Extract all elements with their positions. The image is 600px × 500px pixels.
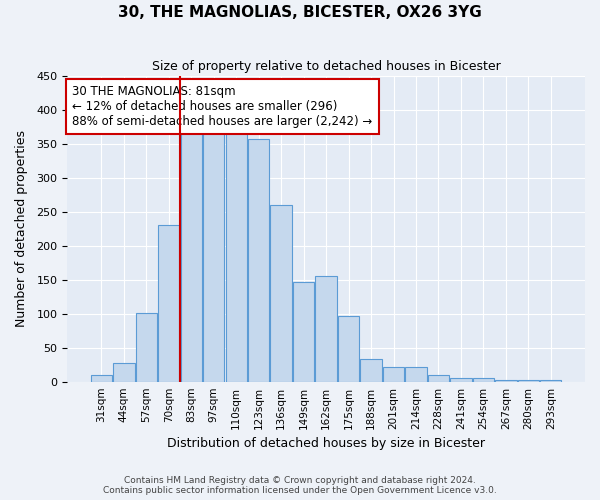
Title: Size of property relative to detached houses in Bicester: Size of property relative to detached ho… — [152, 60, 500, 73]
Bar — [113, 364, 134, 382]
Bar — [271, 205, 292, 382]
Bar — [293, 282, 314, 382]
Bar — [405, 366, 427, 382]
Bar — [158, 225, 179, 382]
Bar — [383, 366, 404, 382]
Bar — [473, 378, 494, 382]
Bar — [495, 380, 517, 382]
Bar — [540, 380, 562, 382]
Bar — [428, 375, 449, 382]
Bar — [361, 358, 382, 382]
Y-axis label: Number of detached properties: Number of detached properties — [15, 130, 28, 327]
X-axis label: Distribution of detached houses by size in Bicester: Distribution of detached houses by size … — [167, 437, 485, 450]
Bar — [338, 316, 359, 382]
Text: 30, THE MAGNOLIAS, BICESTER, OX26 3YG: 30, THE MAGNOLIAS, BICESTER, OX26 3YG — [118, 5, 482, 20]
Bar — [91, 375, 112, 382]
Bar — [248, 139, 269, 382]
Bar — [518, 380, 539, 382]
Text: 30 THE MAGNOLIAS: 81sqm
← 12% of detached houses are smaller (296)
88% of semi-d: 30 THE MAGNOLIAS: 81sqm ← 12% of detache… — [73, 84, 373, 128]
Bar — [136, 313, 157, 382]
Bar — [203, 130, 224, 382]
Bar — [226, 126, 247, 382]
Bar — [181, 134, 202, 382]
Text: Contains HM Land Registry data © Crown copyright and database right 2024.
Contai: Contains HM Land Registry data © Crown c… — [103, 476, 497, 495]
Bar — [450, 378, 472, 382]
Bar — [316, 276, 337, 382]
